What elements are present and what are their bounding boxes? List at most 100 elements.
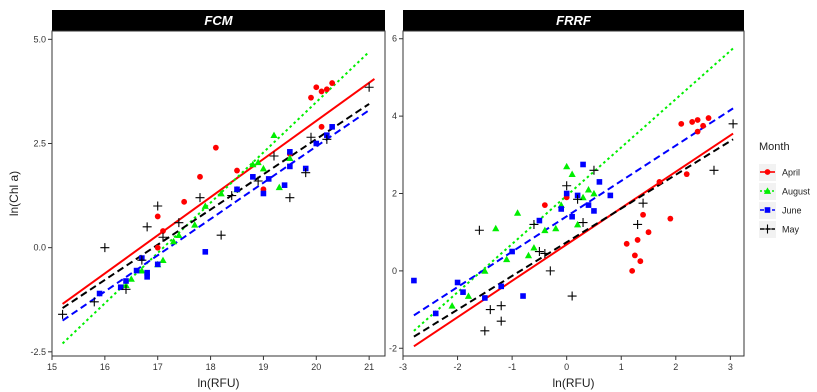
data-point: [584, 186, 593, 193]
plot-area: [402, 30, 745, 357]
legend-label: August: [782, 187, 811, 197]
x-tick-label: 0: [564, 362, 569, 372]
fit-line-april: [413, 132, 734, 348]
x-tick-label: -3: [399, 362, 407, 372]
data-point: [142, 222, 152, 232]
data-point: [573, 220, 582, 228]
data-point: [541, 226, 549, 234]
data-point: [492, 224, 500, 232]
data-point: [234, 167, 240, 174]
data-point: [159, 256, 167, 264]
data-point: [181, 198, 188, 205]
data-point: [460, 289, 466, 295]
panel-strip: [403, 10, 744, 31]
data-point: [568, 170, 576, 178]
data-point: [123, 278, 129, 284]
data-point: [323, 86, 330, 93]
data-point: [579, 193, 587, 201]
data-point: [558, 206, 565, 212]
data-point: [201, 202, 209, 209]
data-point: [96, 290, 103, 297]
fit-line-april: [61, 78, 376, 305]
data-point: [322, 134, 332, 144]
data-point: [265, 176, 272, 182]
data-point: [633, 219, 643, 229]
data-point: [567, 291, 577, 301]
data-point: [234, 186, 240, 193]
data-point: [590, 189, 598, 197]
data-point: [563, 162, 571, 170]
data-point: [728, 119, 738, 129]
legend-label: June: [782, 206, 802, 216]
data-point: [174, 218, 184, 228]
data-point: [694, 128, 701, 135]
data-point: [137, 255, 147, 265]
data-point: [552, 224, 560, 232]
x-tick-label: 18: [206, 362, 216, 372]
y-tick-label: 6: [392, 34, 397, 44]
data-point: [411, 277, 417, 284]
y-tick-label: 2: [392, 189, 397, 199]
fit-line-may: [413, 138, 734, 338]
panel-strip: [52, 10, 385, 31]
data-point: [318, 88, 325, 95]
legend-title: Month: [759, 141, 790, 153]
data-point: [530, 244, 538, 251]
data-point: [536, 217, 543, 224]
data-point: [191, 221, 199, 228]
data-point: [496, 301, 506, 311]
legend: Month April August June May: [759, 141, 811, 238]
data-point: [562, 181, 572, 191]
data-point: [154, 213, 161, 220]
data-point: [250, 174, 256, 180]
data-point: [138, 266, 146, 274]
x-tick-label: 19: [258, 362, 268, 372]
data-point: [520, 293, 526, 299]
plot-area: [51, 30, 386, 357]
data-point: [700, 122, 706, 129]
data-point: [318, 123, 325, 130]
data-point: [578, 218, 588, 228]
data-point: [158, 232, 168, 242]
x-tick-label: 2: [673, 362, 678, 372]
legend-item-june: June: [759, 202, 802, 219]
data-point: [259, 164, 268, 172]
data-point: [634, 237, 641, 243]
fit-line-may: [62, 103, 370, 309]
data-point: [133, 267, 140, 274]
data-point: [287, 149, 293, 155]
data-point: [364, 82, 374, 92]
data-point: [249, 160, 257, 168]
data-point: [482, 295, 488, 301]
data-point: [464, 292, 473, 299]
data-point: [637, 258, 644, 265]
data-point: [154, 244, 161, 251]
series-april: [541, 115, 712, 274]
data-point: [275, 183, 283, 191]
data-point: [260, 190, 267, 197]
data-point: [175, 231, 183, 239]
x-tick-label: 15: [47, 362, 57, 372]
data-point: [503, 255, 511, 263]
data-point: [656, 178, 663, 185]
x-tick-label: 21: [364, 362, 374, 372]
data-point: [254, 158, 262, 166]
y-tick-label: 5.0: [33, 34, 46, 44]
legend-item-august: August: [759, 183, 811, 200]
legend-label: May: [782, 225, 800, 235]
y-tick-label: -2.5: [30, 347, 46, 357]
data-point: [286, 154, 294, 161]
data-point: [329, 80, 336, 86]
x-tick-label: 1: [619, 362, 624, 372]
data-point: [667, 215, 674, 222]
panel-fcm: FCM 15 16 17 18 19 20 21 -2.5 0.0 2.5 5.0 ln(RFU) ln(…: [7, 10, 386, 390]
data-point: [100, 243, 110, 253]
y-tick-label: 4: [392, 111, 397, 121]
data-point: [313, 140, 320, 147]
data-point: [227, 191, 237, 201]
data-point: [308, 94, 314, 101]
data-point: [596, 179, 603, 185]
series-june: [96, 124, 335, 297]
data-point: [640, 211, 646, 218]
